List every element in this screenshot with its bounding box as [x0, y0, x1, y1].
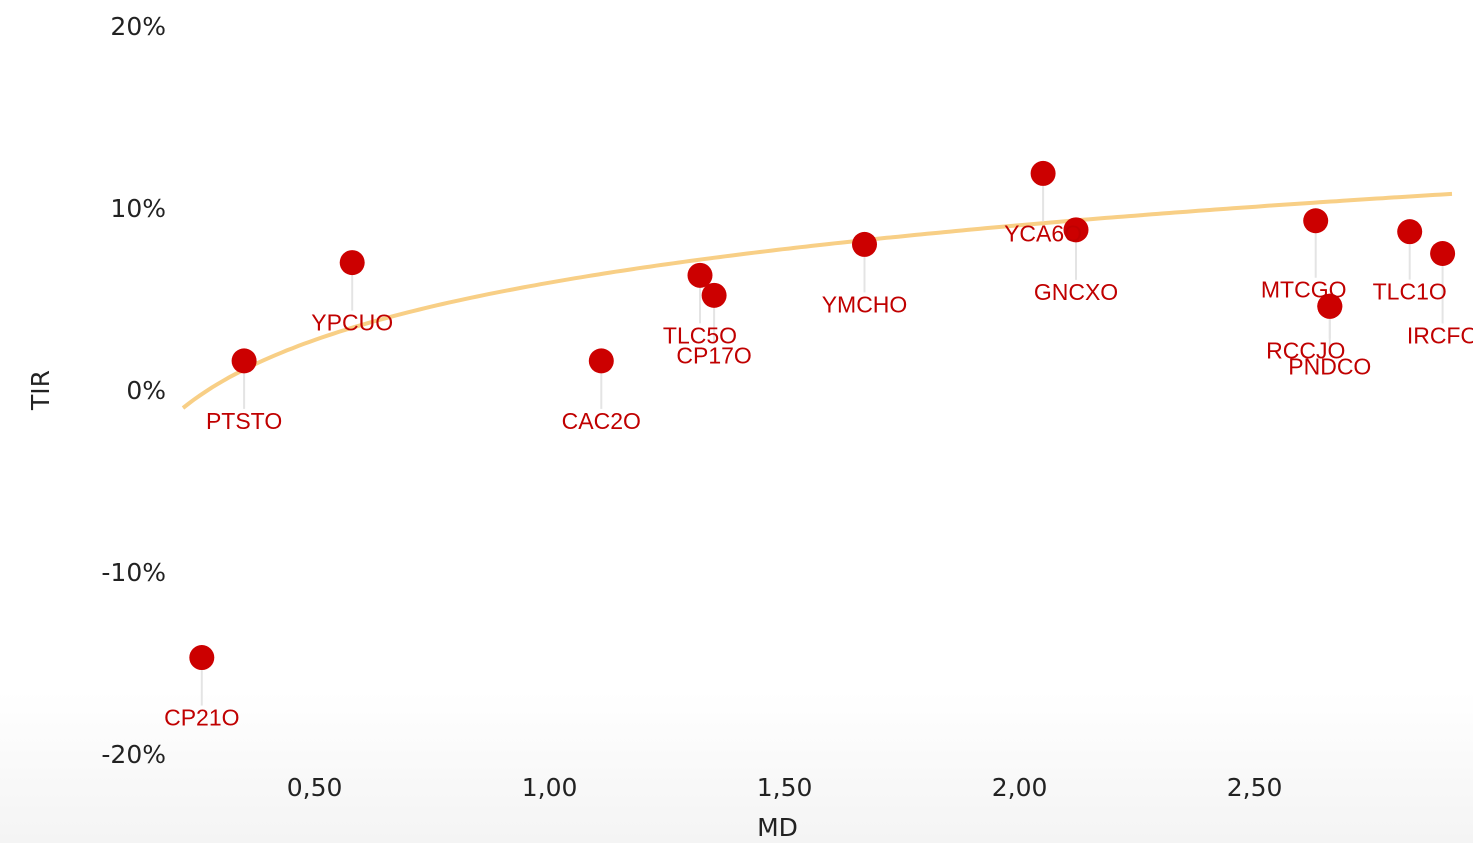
data-point [1303, 208, 1329, 234]
data-point [588, 348, 614, 374]
point-label: YMCHO [822, 291, 908, 317]
x-tick-label: 2,50 [1227, 773, 1283, 802]
x-tick-label: 2,00 [992, 773, 1048, 802]
data-point [231, 348, 257, 374]
x-tick-label: 0,50 [287, 773, 343, 802]
x-axis-ticks: 0,50 1,00 1,50 2,00 2,50 [287, 773, 1283, 802]
point-label: RCCJO [1266, 337, 1345, 363]
point-label: YCA6O [1004, 220, 1082, 246]
data-points [189, 160, 1456, 671]
data-point [189, 645, 215, 671]
data-point [1030, 160, 1056, 186]
data-point [701, 282, 727, 308]
y-tick-label: -10% [101, 558, 166, 587]
point-stems [200, 185, 1444, 706]
trend-line [181, 191, 1453, 410]
point-label: CP17O [676, 342, 751, 368]
point-label: CP21O [164, 705, 239, 731]
data-point [1430, 241, 1456, 266]
y-tick-label: 20% [110, 12, 166, 41]
x-tick-label: 1,50 [757, 773, 813, 802]
point-label: TLC5O [663, 322, 737, 348]
x-axis-title: MD [757, 813, 798, 842]
point-label: TLC1O [1373, 279, 1447, 305]
y-tick-label: 10% [110, 194, 166, 223]
y-tick-label: -20% [101, 740, 166, 769]
point-label: MTCGO [1261, 277, 1347, 303]
y-tick-label: 0% [126, 376, 166, 405]
point-label: CAC2O [562, 408, 641, 434]
point-label: IRCFO [1407, 323, 1473, 349]
data-point [1063, 217, 1089, 243]
data-point [687, 262, 713, 288]
y-axis-title: TIR [26, 370, 55, 411]
data-point [1397, 219, 1423, 245]
point-label: PTSTO [206, 408, 282, 434]
data-point [339, 250, 365, 276]
point-label: GNCXO [1034, 279, 1118, 305]
point-label: YPCUO [311, 310, 393, 336]
data-point [852, 231, 877, 257]
data-point [1317, 293, 1343, 319]
x-tick-label: 1,00 [522, 773, 578, 802]
point-label: PNDCO [1288, 353, 1371, 379]
y-axis-ticks: 20% 10% 0% -10% -20% [101, 12, 166, 769]
